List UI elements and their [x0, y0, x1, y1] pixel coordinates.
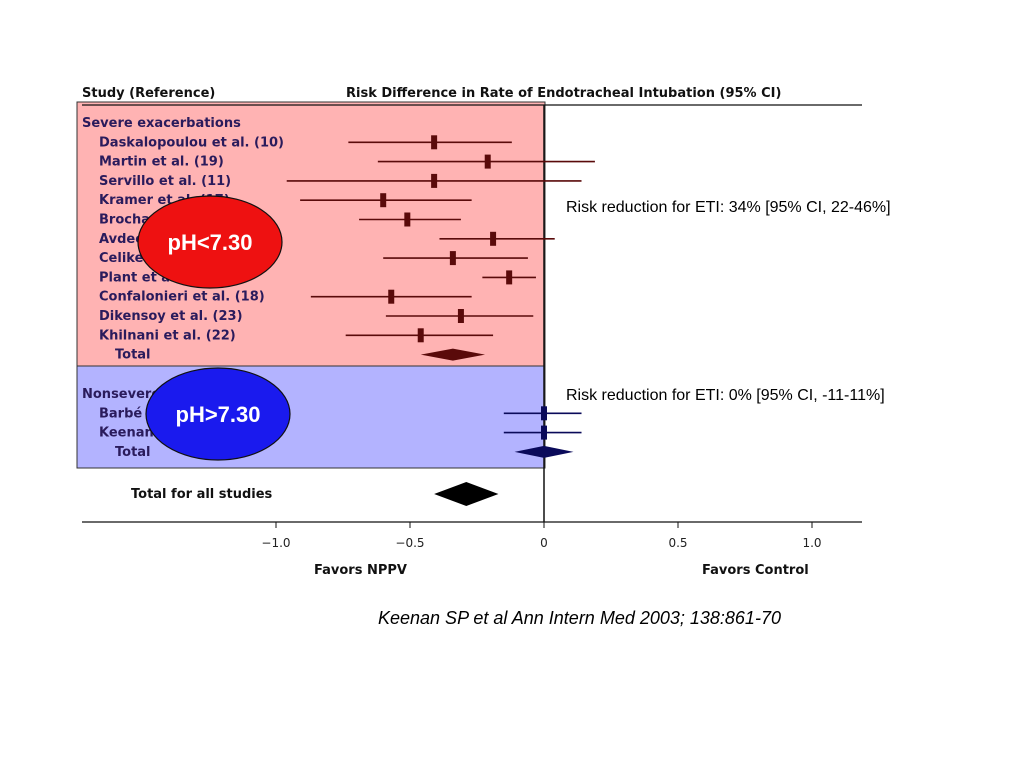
point-estimate	[484, 154, 491, 169]
study-rows: Severe exacerbations Daskalopoulou et al.…	[82, 116, 595, 506]
study-label: Servillo et al. (11)	[99, 174, 231, 189]
point-estimate	[380, 193, 387, 208]
point-estimate	[457, 309, 464, 323]
tick-label: 0.5	[668, 536, 687, 550]
nonsevere-risk-annotation: Risk reduction for ETI: 0% [95% CI, -11-…	[566, 387, 885, 404]
favors-left-label: Favors NPPV	[314, 563, 407, 578]
overall-total-label: Total for all studies	[131, 487, 273, 502]
point-estimate	[417, 328, 424, 343]
group-label-0: Severe exacerbations	[82, 116, 241, 131]
tick-label: −0.5	[395, 536, 424, 550]
chart-title: Risk Difference in Rate of Endotracheal …	[346, 86, 781, 101]
point-estimate	[404, 212, 411, 227]
overall-diamond	[434, 482, 499, 506]
tick-label: 0	[540, 536, 548, 550]
point-estimate	[506, 270, 513, 285]
severe-ph-oval: pH<7.30	[137, 195, 283, 289]
study-label: Daskalopoulou et al. (10)	[99, 135, 284, 150]
point-estimate	[541, 406, 547, 421]
study-label: Khilnani et al. (22)	[99, 328, 236, 343]
group-total-diamond	[420, 348, 486, 361]
point-estimate	[541, 425, 547, 440]
group-total-diamond	[514, 445, 574, 458]
point-estimate	[449, 251, 456, 266]
study-label: Martin et al. (19)	[99, 155, 224, 170]
point-estimate	[490, 231, 497, 246]
study-column-header: Study (Reference)	[82, 86, 215, 101]
severe-risk-annotation: Risk reduction for ETI: 34% [95% CI, 22-…	[566, 199, 891, 216]
point-estimate	[431, 173, 438, 188]
group-total-label: Total	[115, 445, 151, 460]
nonsevere-ph-oval-text: pH>7.30	[176, 402, 261, 427]
point-estimate	[388, 289, 395, 304]
nonsevere-ph-oval: pH>7.30	[145, 367, 291, 461]
study-label: Confalonieri et al. (18)	[99, 290, 265, 305]
x-axis-ticks: −1.0 −0.5 0 0.5 1.0	[261, 522, 822, 550]
group-total-label: Total	[115, 348, 151, 363]
point-estimate	[431, 135, 438, 150]
tick-label: −1.0	[261, 536, 290, 550]
study-label: Dikensoy et al. (23)	[99, 309, 243, 324]
tick-label: 1.0	[802, 536, 821, 550]
favors-right-label: Favors Control	[702, 563, 809, 578]
citation: Keenan SP et al Ann Intern Med 2003; 138…	[378, 608, 781, 628]
severe-ph-oval-text: pH<7.30	[168, 230, 253, 255]
